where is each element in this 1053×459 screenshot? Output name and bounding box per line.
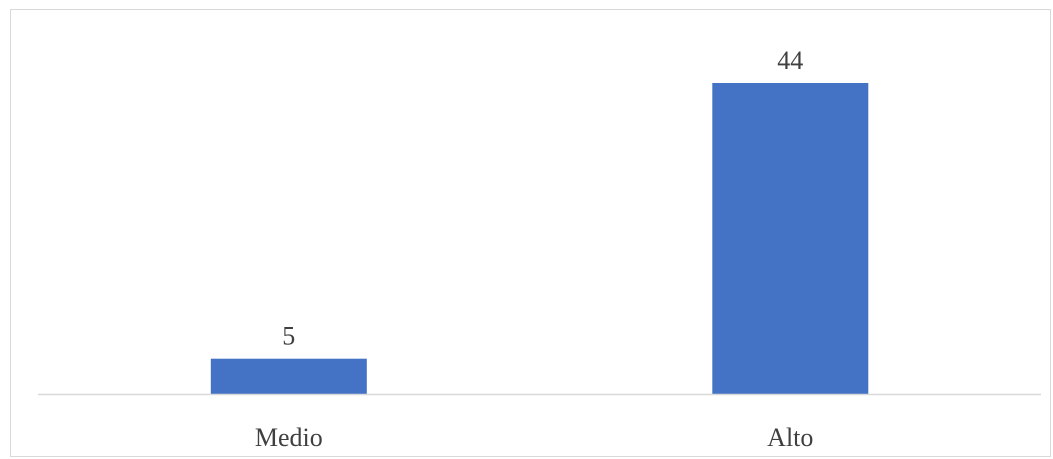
x-tick-label-medio: Medio xyxy=(255,423,323,452)
bar-medio xyxy=(210,358,367,394)
data-label-medio: 5 xyxy=(282,322,295,351)
bar-alto xyxy=(712,83,869,394)
data-labels-group: 5 44 xyxy=(282,46,803,351)
chart-area xyxy=(10,9,1051,457)
data-label-alto: 44 xyxy=(777,46,803,75)
bars-group xyxy=(210,83,869,394)
x-tick-labels-group: Medio Alto xyxy=(255,423,814,452)
x-tick-label-alto: Alto xyxy=(767,423,813,452)
